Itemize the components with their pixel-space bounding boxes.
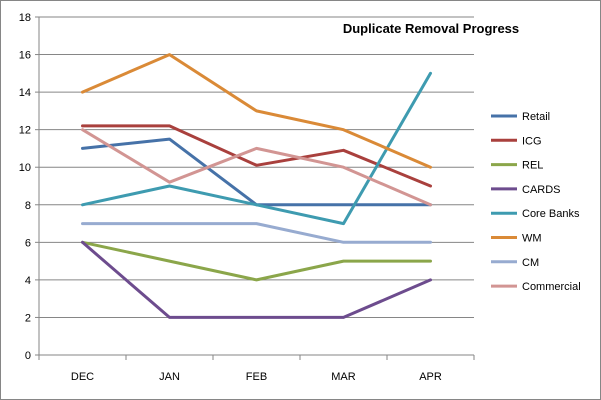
- x-tick-label: APR: [419, 371, 442, 383]
- series-line: [81, 240, 432, 319]
- y-tick-label: 2: [25, 312, 31, 324]
- y-tick-label: 6: [25, 237, 31, 249]
- legend-label: REL: [522, 160, 543, 172]
- y-tick-label: 8: [25, 200, 31, 212]
- x-tick-label: FEB: [246, 371, 267, 383]
- series-line: [81, 124, 432, 188]
- y-tick-label: 0: [25, 350, 31, 362]
- series-line: [81, 128, 432, 207]
- y-tick-label: 10: [19, 162, 31, 174]
- y-tick-label: 12: [19, 125, 31, 137]
- series-line: [81, 222, 432, 244]
- y-tick-label: 18: [19, 12, 31, 24]
- legend-label: WM: [522, 233, 542, 245]
- legend: Retail ICG REL CARDS Core Banks WM CM Commercia…: [491, 111, 581, 293]
- series-line: [81, 240, 432, 282]
- series-lines: [81, 53, 432, 319]
- legend-label: Commercial: [522, 281, 581, 293]
- x-tick-label: JAN: [159, 371, 180, 383]
- x-tick-label: DEC: [71, 371, 94, 383]
- legend-label: CARDS: [522, 184, 561, 196]
- y-tick-label: 16: [19, 50, 31, 62]
- legend-label: Core Banks: [522, 208, 580, 220]
- series-line: [81, 71, 432, 226]
- chart-title: Duplicate Removal Progress: [343, 21, 519, 36]
- series-line: [81, 53, 432, 169]
- gridlines: [39, 16, 474, 318]
- x-tick-label: MAR: [331, 371, 356, 383]
- legend-label: Retail: [522, 111, 550, 123]
- y-tick-label: 14: [19, 87, 31, 99]
- legend-label: ICG: [522, 135, 542, 147]
- y-tick-label: 4: [25, 275, 31, 287]
- legend-label: CM: [522, 257, 539, 269]
- axes: 0 2 4 6 8 10 12 14 16 18 DEC JAN FEB MAR APR: [19, 12, 475, 383]
